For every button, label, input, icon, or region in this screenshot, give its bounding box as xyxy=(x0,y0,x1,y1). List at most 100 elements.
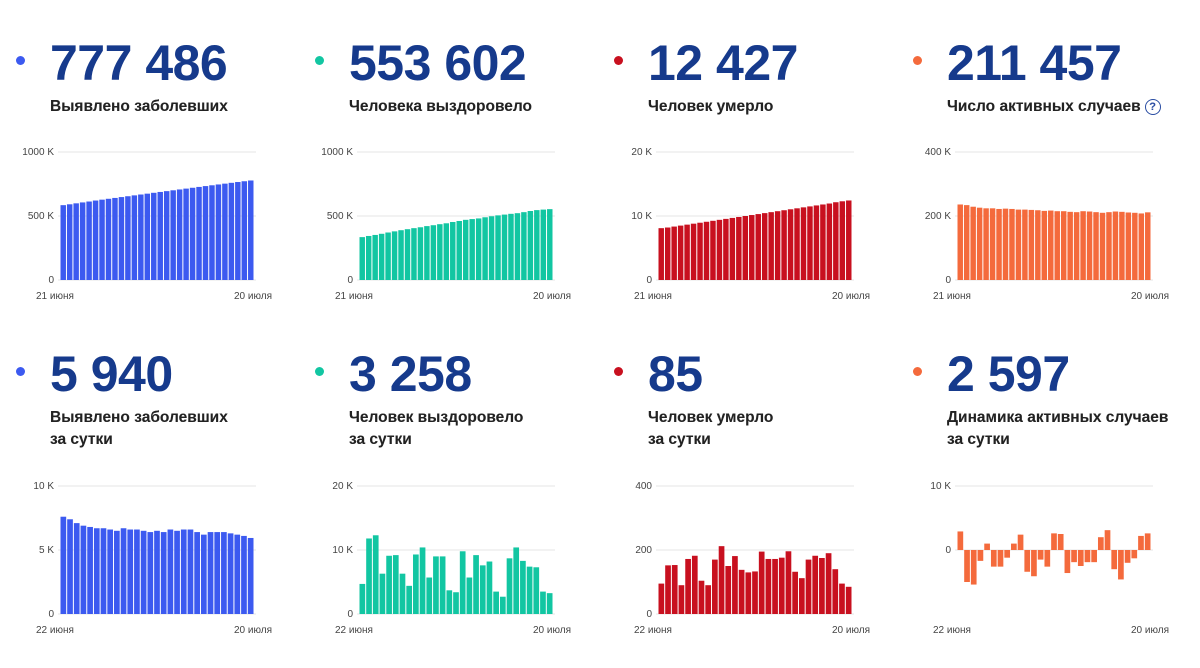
y-tick-label: 20 K xyxy=(631,147,652,158)
bar xyxy=(1138,535,1144,550)
bar xyxy=(1111,550,1118,570)
bar xyxy=(1084,550,1091,563)
bar-chart-recovered: 0 500 K 1000 K 21 июня 20 июля xyxy=(321,147,571,302)
bar xyxy=(1002,208,1009,280)
bar xyxy=(984,543,990,550)
help-icon[interactable]: ? xyxy=(1144,99,1161,115)
bar xyxy=(745,572,752,614)
bar xyxy=(1118,550,1124,580)
bar xyxy=(970,550,977,585)
bar xyxy=(456,220,462,280)
x-tick-label-start: 21 июня xyxy=(634,291,672,302)
bar xyxy=(1004,550,1011,558)
y-tick-label: 0 xyxy=(945,275,951,286)
y-tick-label: 0 xyxy=(347,275,353,286)
y-tick-label: 10 K xyxy=(332,545,353,556)
y-tick-label: 500 K xyxy=(327,211,353,222)
y-tick-label: 400 K xyxy=(925,147,951,158)
y-tick-label: 10 K xyxy=(631,211,652,222)
bar xyxy=(417,227,424,280)
bar xyxy=(690,223,697,280)
bar xyxy=(514,213,521,280)
x-tick-label-start: 21 июня xyxy=(933,291,971,302)
bar xyxy=(772,558,778,614)
bar xyxy=(1041,210,1048,280)
stat-panel-deaths: 12 427 Человек умерло 0 10 K 20 K 21 июня 20… xyxy=(612,34,902,354)
bar xyxy=(705,585,712,614)
bar xyxy=(765,558,772,614)
bar xyxy=(1035,210,1041,280)
x-tick-label-end: 20 июля xyxy=(1131,291,1169,302)
bar xyxy=(1132,212,1138,280)
x-tick-label-start: 22 июня xyxy=(335,625,373,636)
bar xyxy=(805,559,812,614)
bar xyxy=(247,537,254,614)
bar xyxy=(453,592,459,614)
bar xyxy=(703,221,710,280)
bar xyxy=(1131,550,1138,559)
bar xyxy=(691,555,698,614)
y-tick-label: 5 K xyxy=(39,545,54,556)
bar xyxy=(513,547,520,614)
bar xyxy=(1048,210,1054,280)
y-tick-label: 500 K xyxy=(28,211,54,222)
bar xyxy=(976,207,983,280)
bar xyxy=(366,538,372,614)
x-tick-label-end: 20 июля xyxy=(832,625,870,636)
bar xyxy=(60,516,67,614)
bar xyxy=(1009,208,1015,280)
bar-chart-total-cases: 0 500 K 1000 K 21 июня 20 июля xyxy=(22,147,272,302)
bar xyxy=(207,532,214,614)
bar xyxy=(385,232,391,280)
bar xyxy=(372,535,379,614)
bar xyxy=(725,566,732,614)
bar xyxy=(787,209,794,280)
bar xyxy=(798,578,805,614)
bar xyxy=(439,556,446,614)
bar xyxy=(685,558,691,614)
bar-chart-daily-deaths: 0 200 400 22 июня 20 июля xyxy=(634,481,870,636)
bar xyxy=(778,557,785,614)
stat-value: 553 602 xyxy=(349,35,527,91)
bar xyxy=(359,237,365,280)
bar xyxy=(411,228,417,280)
bar xyxy=(392,555,399,614)
bar xyxy=(107,529,114,614)
bar xyxy=(189,187,196,280)
bar xyxy=(359,583,366,614)
stat-panel-daily-cases: 5 940 Выявлено заболевших за сутки 0 5 K 10… xyxy=(14,345,304,665)
bar xyxy=(391,231,398,280)
bar xyxy=(826,203,833,280)
bar xyxy=(742,216,749,280)
bar xyxy=(93,528,100,614)
bar xyxy=(520,560,526,614)
y-tick-label: 200 xyxy=(635,545,652,556)
stat-value: 211 457 xyxy=(947,35,1122,91)
y-tick-label: 10 K xyxy=(930,481,951,492)
bar-chart-daily-active: 0 10 K 22 июня 20 июля xyxy=(930,481,1169,636)
bar xyxy=(758,551,765,614)
bar xyxy=(768,212,774,280)
bar xyxy=(1086,211,1093,280)
bar xyxy=(684,224,690,280)
bar xyxy=(738,569,745,614)
stat-value: 2 597 xyxy=(947,346,1070,402)
bar xyxy=(430,225,437,280)
bar xyxy=(227,533,234,614)
stat-panel-daily-active: 2 597 Динамика активных случаев за сутки … xyxy=(911,345,1200,665)
stat-label: Человек умерло за сутки xyxy=(648,407,773,451)
y-tick-label: 0 xyxy=(646,609,652,620)
bar xyxy=(506,558,513,614)
bar xyxy=(508,213,514,280)
bar xyxy=(546,593,553,614)
bar xyxy=(812,555,819,614)
bar xyxy=(131,195,138,280)
bar xyxy=(990,550,997,567)
bar-chart-daily-cases: 0 5 K 10 K 22 июня 20 июля xyxy=(33,481,272,636)
bar xyxy=(399,573,406,614)
bar xyxy=(540,209,547,280)
bar xyxy=(241,181,248,280)
bar xyxy=(1091,550,1097,563)
bar xyxy=(1057,534,1064,550)
stat-label-line2: за сутки xyxy=(349,431,412,448)
